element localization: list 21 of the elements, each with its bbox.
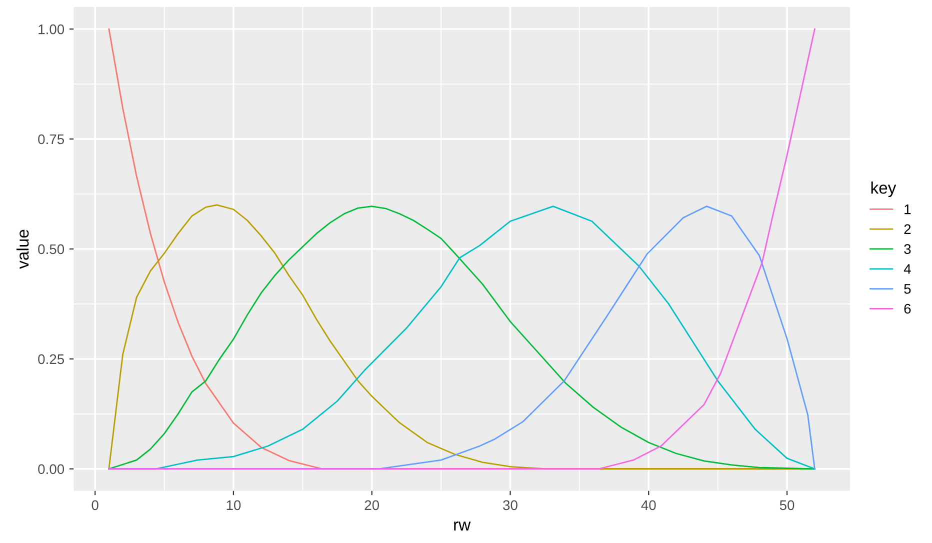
y-tick-label: 0.25 (38, 354, 64, 364)
y-tick-label: 0.75 (38, 134, 64, 144)
x-axis-title: rw (454, 522, 471, 530)
x-tick-label: 30 (503, 500, 518, 510)
y-tick-label: 0.50 (38, 244, 64, 254)
legend-label: 3 (904, 244, 911, 254)
x-tick-label: 10 (226, 500, 241, 510)
legend-label: 2 (904, 224, 911, 234)
legend-title: key (871, 182, 896, 198)
legend-label: 6 (904, 304, 911, 314)
x-tick-label: 40 (641, 500, 656, 510)
y-tick-label: 1.00 (38, 24, 64, 34)
x-tick-label: 0 (92, 500, 98, 510)
legend-label: 5 (904, 284, 911, 294)
legend-label: 1 (904, 204, 911, 214)
line-series (108, 28, 816, 470)
legend-label: 4 (904, 264, 911, 274)
x-tick-label: 20 (364, 500, 380, 510)
y-tick-label: 0.00 (38, 464, 64, 474)
x-tick-label: 50 (780, 500, 794, 510)
y-axis-title: value (16, 230, 29, 269)
